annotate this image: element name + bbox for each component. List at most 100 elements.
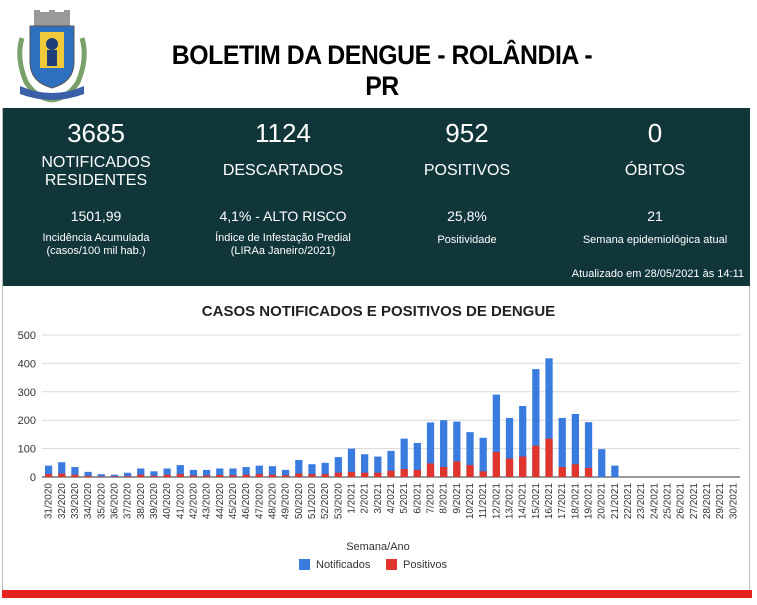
- x-tick-label: 24/2021: [649, 483, 660, 520]
- x-axis-title: Semana/Ano: [346, 541, 410, 553]
- stat-label: DESCARTADOS: [222, 162, 344, 179]
- legend-label-positivos: Positivos: [403, 559, 448, 571]
- bar-notificados: [229, 468, 237, 477]
- bar-notificados: [150, 471, 158, 477]
- legend-swatch-notificados: [299, 559, 310, 570]
- bar-notificados: [479, 437, 487, 477]
- bar-notificados: [308, 464, 316, 477]
- x-tick-label: 27/2021: [689, 483, 700, 520]
- bar-notificados: [203, 469, 211, 477]
- bar-notificados: [97, 474, 105, 477]
- bar-positivos: [229, 475, 237, 477]
- x-tick-label: 18/2021: [570, 483, 581, 520]
- bar-positivos: [123, 476, 132, 477]
- bar-positivos: [203, 475, 211, 477]
- x-tick-label: 25/2021: [663, 483, 674, 520]
- x-tick-label: 52/2020: [320, 483, 331, 520]
- bar-positivos: [492, 452, 500, 477]
- bar-positivos: [479, 471, 487, 477]
- stat-subvalue: 25,8%: [447, 208, 487, 224]
- stat-value: 0: [647, 118, 663, 148]
- bar-notificados: [176, 465, 184, 477]
- bar-notificados: [268, 466, 277, 477]
- x-tick-label: 28/2021: [702, 483, 713, 520]
- bar-positivos: [505, 458, 514, 477]
- x-tick-label: 15/2021: [531, 483, 542, 520]
- x-tick-label: 9/2021: [452, 483, 463, 514]
- bar-positivos: [519, 456, 527, 477]
- x-tick-label: 53/2020: [333, 483, 344, 520]
- bar-notificados: [374, 456, 382, 477]
- bar-positivos: [413, 469, 421, 477]
- bar-notificados: [426, 422, 435, 477]
- bar-notificados: [189, 469, 198, 477]
- bar-positivos: [295, 473, 303, 477]
- stat-label: ÓBITOS: [624, 162, 686, 179]
- bar-notificados: [361, 454, 369, 477]
- x-tick-label: 16/2021: [544, 483, 555, 520]
- stat-obitos: 0 ÓBITOS 21 Semana epidemiológica atual: [565, 118, 745, 247]
- x-tick-label: 35/2020: [96, 483, 107, 520]
- bar-positivos: [453, 461, 461, 477]
- x-tick-label: 40/2020: [162, 483, 173, 520]
- bar-positivos: [44, 474, 53, 477]
- bar-notificados: [216, 468, 224, 477]
- bar-positivos: [216, 475, 224, 477]
- bar-notificados: [466, 432, 474, 477]
- bar-positivos: [163, 474, 171, 477]
- x-tick-label: 37/2020: [123, 483, 134, 520]
- stat-descartados: 1124 DESCARTADOS 4,1% - ALTO RISCO Índic…: [193, 118, 373, 258]
- bar-notificados: [387, 450, 395, 477]
- stat-value: 1124: [255, 118, 311, 148]
- bar-notificados: [571, 413, 579, 477]
- bar-chart: 0 100 200 300 400 500 31/2020 32/2020 33/2020 34/…: [18, 330, 740, 571]
- stat-subvalue: 1501,99: [70, 208, 122, 224]
- bar-notificados: [137, 468, 145, 477]
- x-tick-label: 20/2021: [597, 483, 608, 520]
- bar-notificados: [440, 420, 448, 477]
- stat-note: Positividade: [437, 234, 497, 246]
- bar-positivos: [255, 474, 263, 477]
- bar-positivos: [97, 476, 105, 477]
- bar-positivos: [545, 438, 553, 477]
- stats-panel: 3685 NOTIFICADOS RESIDENTES 1501,99 Inci…: [3, 108, 750, 286]
- x-tick-label: 11/2021: [478, 483, 489, 519]
- bottom-accent-bar: [2, 590, 752, 598]
- bar-notificados: [400, 438, 408, 477]
- legend-swatch-positivos: [386, 559, 397, 570]
- bar-notificados: [545, 358, 553, 477]
- bar-positivos: [426, 463, 435, 477]
- bar-notificados: [519, 406, 527, 477]
- x-tick-label: 5/2021: [399, 483, 410, 514]
- x-tick-label: 6/2021: [412, 483, 423, 514]
- x-tick-label: 22/2021: [623, 483, 634, 520]
- bar-notificados: [255, 465, 263, 477]
- bar-positivos: [58, 473, 66, 477]
- stat-note: Semana epidemiológica atual: [582, 234, 728, 246]
- x-tick-label: 17/2021: [557, 483, 568, 520]
- x-tick-label: 23/2021: [636, 483, 647, 520]
- bar-positivos: [110, 476, 119, 477]
- bar-notificados: [110, 474, 119, 477]
- bar-positivos: [374, 472, 382, 477]
- bar-positivos: [176, 474, 184, 477]
- x-tick-label: 3/2021: [373, 483, 384, 514]
- bar-positivos: [387, 470, 395, 477]
- x-tick-label: 38/2020: [136, 483, 147, 520]
- y-tick-label: 300: [18, 387, 36, 399]
- bar-notificados: [492, 394, 500, 477]
- x-tick-label: 14/2021: [518, 483, 529, 520]
- x-tick-label: 13/2021: [505, 483, 516, 520]
- bar-notificados: [505, 417, 514, 477]
- stat-label: NOTIFICADOS RESIDENTES: [41, 154, 151, 189]
- x-tick-label: 44/2020: [215, 483, 226, 520]
- bar-notificados: [453, 421, 461, 477]
- updated-timestamp: Atualizado em 28/05/2021 às 14:11: [571, 268, 744, 280]
- bar-positivos: [466, 465, 474, 477]
- bar-notificados: [71, 467, 79, 477]
- chart-title: CASOS NOTIFICADOS E POSITIVOS DE DENGUE: [201, 303, 556, 320]
- bar-positivos: [347, 471, 356, 477]
- stat-value: 952: [445, 118, 489, 148]
- stat-value: 3685: [67, 118, 125, 148]
- bar-notificados: [242, 467, 250, 477]
